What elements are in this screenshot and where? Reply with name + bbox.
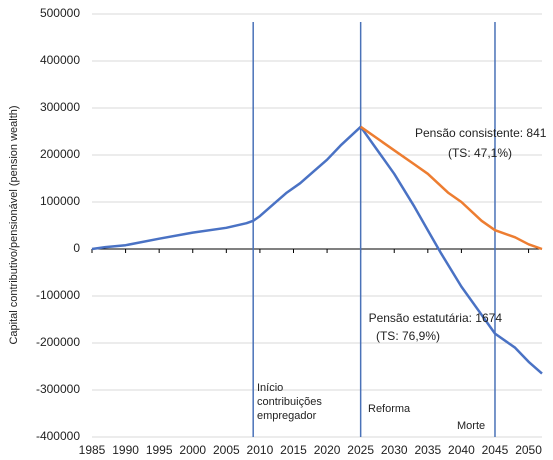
x-tick-label: 2050: [515, 443, 542, 457]
annotation: contribuições: [257, 396, 322, 408]
x-tick-label: 2010: [247, 443, 274, 457]
annotation: Pensão consistente: 841: [415, 126, 547, 140]
y-tick-label: 100000: [40, 194, 80, 208]
series-line: [91, 125, 543, 375]
x-tick-label: 2030: [381, 443, 408, 457]
x-tick-label: 2025: [347, 443, 374, 457]
y-tick-label: -100000: [36, 288, 80, 302]
annotation: Início: [257, 382, 283, 394]
x-tick-label: 2045: [482, 443, 509, 457]
annotation: empregador: [257, 410, 317, 422]
annotation: (TS: 76,9%): [376, 329, 440, 343]
x-tick-label: 2040: [448, 443, 475, 457]
y-tick-label: 400000: [40, 53, 80, 67]
annotation: Pensão estatutária: 1674: [369, 311, 503, 325]
y-tick-label: 300000: [40, 100, 80, 114]
x-tick-label: 1985: [79, 443, 106, 457]
x-tick-label: 2020: [314, 443, 341, 457]
y-axis-label: Capital contributivo/pensionável (pensio…: [8, 105, 20, 344]
y-tick-label: -300000: [36, 382, 80, 396]
annotation: Morte: [457, 420, 485, 432]
y-tick-label: 0: [73, 241, 80, 255]
annotation: Reforma: [368, 403, 411, 415]
y-tick-label: -400000: [36, 429, 80, 443]
x-tick-label: 1995: [146, 443, 173, 457]
y-tick-label: 500000: [40, 6, 80, 20]
x-tick-label: 2000: [179, 443, 206, 457]
y-tick-label: 200000: [40, 147, 80, 161]
x-tick-label: 2015: [280, 443, 307, 457]
annotation: (TS: 47,1%): [448, 146, 512, 160]
x-tick-label: 2005: [213, 443, 240, 457]
x-tick-label: 2035: [414, 443, 441, 457]
series-line: [359, 125, 543, 251]
y-tick-label: -200000: [36, 335, 80, 349]
x-tick-label: 1990: [112, 443, 139, 457]
